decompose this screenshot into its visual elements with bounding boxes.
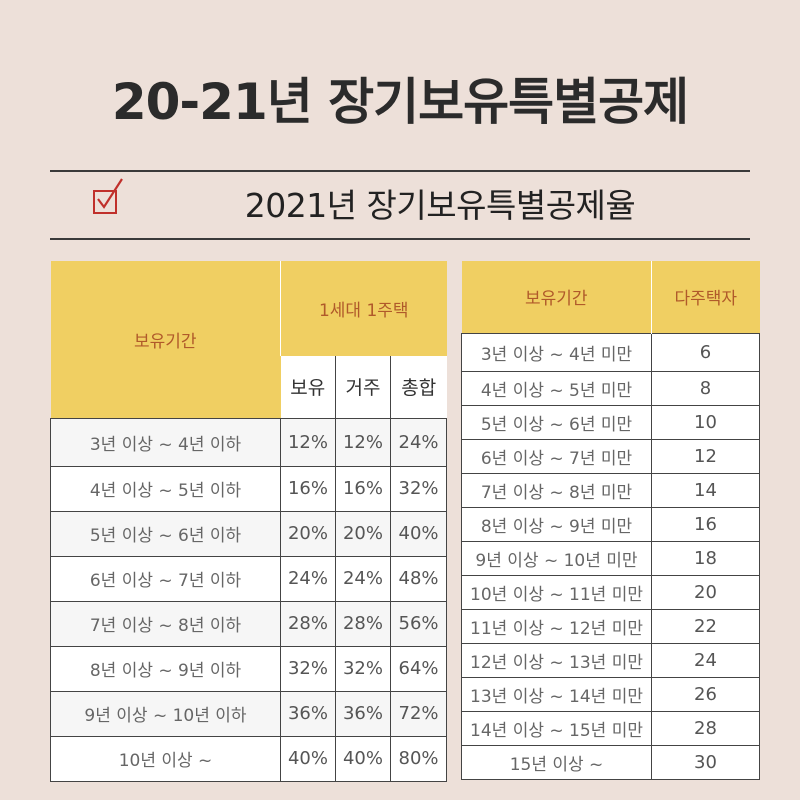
multi-value-cell: 16 <box>651 506 760 542</box>
holding-cell: 20% <box>280 510 336 557</box>
total-cell: 56% <box>389 600 448 647</box>
table-row: 10년 이상 ~ 11년 미만 20 <box>461 574 760 610</box>
total-cell: 24% <box>389 417 448 467</box>
period-cell: 3년 이상 ~ 4년 이하 <box>50 417 281 467</box>
total-cell: 72% <box>389 690 448 737</box>
top-divider <box>50 170 750 172</box>
period-cell: 7년 이상 ~ 8년 이하 <box>50 600 281 647</box>
period-cell: 6년 이상 ~ 7년 미만 <box>461 438 652 474</box>
section-subtitle: 2021년 장기보유특별공제율 <box>244 186 636 225</box>
multi-value-cell: 18 <box>651 540 760 576</box>
period-cell: 9년 이상 ~ 10년 이하 <box>50 690 281 737</box>
period-cell: 4년 이상 ~ 5년 이하 <box>50 465 281 512</box>
residence-cell: 40% <box>335 735 391 782</box>
period-cell: 13년 이상 ~ 14년 미만 <box>461 676 652 712</box>
multi-value-cell: 24 <box>651 642 760 678</box>
table-row: 13년 이상 ~ 14년 미만 26 <box>461 676 760 712</box>
period-cell: 5년 이상 ~ 6년 미만 <box>461 404 652 440</box>
holding-cell: 16% <box>280 465 336 512</box>
residence-cell: 20% <box>335 510 391 557</box>
total-cell: 40% <box>389 510 448 557</box>
checked-box-icon <box>93 190 117 214</box>
multi-value-cell: 30 <box>651 744 760 780</box>
page-title: 20-21년 장기보유특별공제 <box>111 73 689 131</box>
multi-value-cell: 28 <box>651 710 760 746</box>
total-cell: 32% <box>389 465 448 512</box>
table-row: 6년 이상 ~ 7년 이하 24% 24% 48% <box>50 555 448 602</box>
period-cell: 14년 이상 ~ 15년 미만 <box>461 710 652 746</box>
total-cell: 80% <box>389 735 448 782</box>
table-row: 3년 이상 ~ 4년 이하 12% 12% 24% <box>50 417 448 467</box>
multi-value-cell: 6 <box>651 332 760 372</box>
residence-cell: 16% <box>335 465 391 512</box>
multi-value-cell: 8 <box>651 370 760 406</box>
table-row: 12년 이상 ~ 13년 미만 24 <box>461 642 760 678</box>
period-cell: 3년 이상 ~ 4년 미만 <box>461 332 652 372</box>
residence-cell: 32% <box>335 645 391 692</box>
period-cell: 4년 이상 ~ 5년 미만 <box>461 370 652 406</box>
period-cell: 7년 이상 ~ 8년 미만 <box>461 472 652 508</box>
multi-value-cell: 26 <box>651 676 760 712</box>
period-cell: 15년 이상 ~ <box>461 744 652 780</box>
table-row: 4년 이상 ~ 5년 미만 8 <box>461 370 760 406</box>
residence-cell: 12% <box>335 417 391 467</box>
period-cell: 5년 이상 ~ 6년 이하 <box>50 510 281 557</box>
holding-cell: 36% <box>280 690 336 737</box>
subheader-total: 총합 <box>390 356 447 418</box>
period-cell: 12년 이상 ~ 13년 미만 <box>461 642 652 678</box>
table-row: 10년 이상 ~40% 40% 80% <box>50 735 448 782</box>
multi-value-cell: 10 <box>651 404 760 440</box>
period-cell: 8년 이상 ~ 9년 이하 <box>50 645 281 692</box>
header-single-house: 1세대 1주택 <box>279 261 447 356</box>
table-row: 7년 이상 ~ 8년 미만 14 <box>461 472 760 508</box>
table-row: 9년 이상 ~ 10년 이하 36% 36% 72% <box>50 690 448 737</box>
period-cell: 8년 이상 ~ 9년 미만 <box>461 506 652 542</box>
header-multi-house: 다주택자 <box>651 261 760 333</box>
table-row: 9년 이상 ~ 10년 미만 18 <box>461 540 760 576</box>
period-cell: 9년 이상 ~ 10년 미만 <box>461 540 652 576</box>
holding-cell: 12% <box>280 417 336 467</box>
table-row: 14년 이상 ~ 15년 미만 28 <box>461 710 760 746</box>
multi-value-cell: 14 <box>651 472 760 508</box>
multi-value-cell: 22 <box>651 608 760 644</box>
total-cell: 48% <box>389 555 448 602</box>
residence-cell: 28% <box>335 600 391 647</box>
table-row: 11년 이상 ~ 12년 미만 22 <box>461 608 760 644</box>
residence-cell: 24% <box>335 555 391 602</box>
period-cell: 11년 이상 ~ 12년 미만 <box>461 608 652 644</box>
table-row: 5년 이상 ~ 6년 미만 10 <box>461 404 760 440</box>
residence-cell: 36% <box>335 690 391 737</box>
checkmark-icon <box>97 178 123 209</box>
multi-value-cell: 12 <box>651 438 760 474</box>
holding-cell: 40% <box>280 735 336 782</box>
table-row: 6년 이상 ~ 7년 미만 12 <box>461 438 760 474</box>
table-row: 8년 이상 ~ 9년 미만 16 <box>461 506 760 542</box>
period-cell: 10년 이상 ~ 11년 미만 <box>461 574 652 610</box>
total-cell: 64% <box>389 645 448 692</box>
header-period: 보유기간 <box>50 261 281 418</box>
table-row: 8년 이상 ~ 9년 이하 32% 32% 64% <box>50 645 448 692</box>
period-cell: 6년 이상 ~ 7년 이하 <box>50 555 281 602</box>
subheader-residence: 거주 <box>335 356 391 418</box>
table-row: 7년 이상 ~ 8년 이하 28% 28% 56% <box>50 600 448 647</box>
table-row: 4년 이상 ~ 5년 이하 16% 16% 32% <box>50 465 448 512</box>
holding-cell: 32% <box>280 645 336 692</box>
table-row: 15년 이상 ~30 <box>461 744 760 780</box>
subheader-holding: 보유 <box>280 356 336 418</box>
period-cell: 10년 이상 ~ <box>50 735 281 782</box>
header-period-multi: 보유기간 <box>461 261 652 333</box>
holding-cell: 24% <box>280 555 336 602</box>
multi-house-deduction-table: 보유기간 다주택자 3년 이상 ~ 4년 미만 6 4년 이상 ~ 5년 미만 8 5년… <box>461 261 760 780</box>
bottom-divider <box>50 238 750 240</box>
multi-value-cell: 20 <box>651 574 760 610</box>
holding-cell: 28% <box>280 600 336 647</box>
table-row: 3년 이상 ~ 4년 미만 6 <box>461 332 760 372</box>
table-row: 5년 이상 ~ 6년 이하 20% 20% 40% <box>50 510 448 557</box>
single-house-deduction-table: 보유기간 1세대 1주택 보유 거주 총합 3년 이상 ~ 4년 이하 12% 12… <box>50 261 448 782</box>
